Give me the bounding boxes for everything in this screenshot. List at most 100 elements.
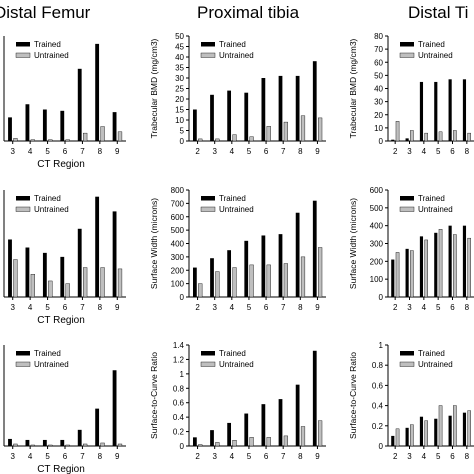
x-axis-title: CT Region	[37, 159, 85, 170]
x-tick-label: 7	[80, 452, 85, 461]
x-tick-label: 7	[80, 303, 85, 312]
y-tick-label: 30	[175, 74, 184, 83]
x-tick-label: 4	[28, 452, 33, 461]
legend-label-trained: Trained	[418, 194, 445, 203]
chart-panel-distal-femur-trabecular-bmd: 3 4 5 6 7 8 9 CT Region Trained Untrained	[3, 36, 126, 170]
y-tick-label: 70	[374, 45, 383, 54]
y-tick-label: 50	[175, 32, 184, 41]
bar-untrained-8	[467, 132, 471, 142]
legend-label-trained: Trained	[219, 349, 246, 358]
bar-trained-2	[192, 109, 197, 141]
x-tick-label: 9	[115, 452, 120, 461]
y-tick-label: 100	[171, 280, 185, 289]
y-tick-label: 400	[370, 222, 384, 231]
x-tick-label: 7	[281, 147, 286, 156]
bar-untrained-8	[300, 256, 306, 298]
bar-trained-8	[95, 43, 100, 141]
bar-trained-6	[261, 78, 266, 141]
x-tick-label: 6	[264, 147, 269, 156]
bar-trained-6	[448, 415, 452, 446]
legend-label-untrained: Untrained	[219, 51, 254, 60]
legend-label-untrained: Untrained	[34, 205, 69, 214]
legend-swatch-trained	[16, 42, 30, 47]
chart-panel-distal-femur-surface-width: 3 4 5 6 7 8 9 CT Region Trained Untrained	[3, 190, 126, 326]
bar-untrained-8	[467, 410, 471, 447]
x-tick-label: 4	[28, 147, 33, 156]
bar-untrained-3	[13, 138, 18, 142]
bar-untrained-8	[100, 126, 105, 142]
y-tick-label: 0.8	[173, 384, 185, 393]
legend-swatch-untrained	[200, 361, 216, 367]
x-axis-title: CT Region	[37, 464, 85, 474]
y-tick-label: 500	[370, 204, 384, 213]
legend-swatch-trained	[201, 42, 215, 47]
bar-untrained-5	[249, 136, 254, 142]
bar-trained-4	[227, 250, 232, 297]
x-tick-label: 5	[247, 303, 252, 312]
bar-trained-5	[42, 439, 47, 446]
bar-untrained-6	[65, 444, 70, 447]
bar-untrained-3	[215, 271, 220, 298]
x-tick-label: 9	[115, 147, 120, 156]
x-axis-title: CT Region	[37, 315, 85, 326]
x-tick-label: 4	[230, 147, 235, 156]
bar-trained-7	[278, 234, 283, 297]
y-tick-label: 40	[374, 85, 383, 94]
bar-trained-7	[278, 75, 283, 141]
bar-trained-5	[434, 81, 438, 141]
y-tick-label: 0.4	[372, 402, 384, 411]
bar-trained-9	[112, 112, 117, 141]
bar-trained-8	[95, 196, 100, 297]
chart-panel-distal-tibia-surface-to-curve: 0 0.2 0.4 0.6 0.8 1 Surface-to-Curve Ratio 2 3 4 5…	[348, 341, 474, 461]
bar-trained-2	[391, 259, 395, 297]
bar-trained-5	[434, 232, 438, 297]
x-tick-label: 3	[212, 303, 217, 312]
x-tick-label: 6	[264, 303, 269, 312]
x-tick-label: 8	[465, 147, 470, 156]
bar-untrained-5	[438, 131, 443, 142]
bar-untrained-6	[453, 130, 457, 142]
bar-trained-8	[462, 412, 467, 446]
y-tick-label: 30	[374, 98, 383, 107]
bar-untrained-5	[48, 280, 53, 298]
y-tick-label: 100	[370, 275, 384, 284]
y-tick-label: 0.8	[372, 361, 384, 370]
bar-untrained-2	[198, 444, 203, 447]
bar-untrained-7	[283, 121, 288, 142]
y-tick-label: 0	[379, 442, 384, 451]
legend-label-trained: Trained	[34, 349, 61, 358]
bar-trained-2	[192, 437, 197, 446]
y-axis-title: Surface Width (microns)	[149, 198, 159, 289]
chart-panels: 3 4 5 6 7 8 9CT RegionTrainedUntrained05101520…	[3, 32, 474, 474]
bar-trained-3	[8, 117, 12, 141]
bar-untrained-9	[117, 131, 123, 142]
x-tick-label: 5	[45, 452, 50, 461]
bar-trained-2	[192, 267, 197, 297]
legend-label-untrained: Untrained	[219, 205, 254, 214]
bar-untrained-4	[424, 420, 428, 447]
x-tick-label: 8	[465, 452, 470, 461]
y-tick-label: 1	[180, 370, 185, 379]
bar-untrained-4	[424, 239, 428, 298]
x-tick-label: 8	[98, 452, 103, 461]
x-tick-label: 3	[10, 303, 15, 312]
x-tick-label: 3	[407, 147, 412, 156]
x-tick-label: 9	[315, 303, 320, 312]
x-tick-label: 2	[393, 303, 398, 312]
x-tick-label: 7	[80, 147, 85, 156]
x-tick-label: 5	[45, 303, 50, 312]
y-tick-label: 80	[374, 32, 383, 41]
bar-untrained-5	[48, 139, 53, 142]
bar-trained-3	[405, 138, 409, 141]
chart-panel-distal-tibia-surface-width: 0 100 200 300 400 500 600 Surface Width (micron…	[348, 186, 474, 312]
x-tick-label: 4	[28, 303, 33, 312]
bar-untrained-8	[300, 426, 306, 447]
bar-trained-6	[448, 225, 452, 297]
bar-untrained-4	[30, 274, 35, 298]
bar-untrained-3	[215, 442, 220, 447]
bar-untrained-9	[318, 247, 323, 298]
x-tick-label: 3	[10, 452, 15, 461]
legend-label-trained: Trained	[34, 194, 61, 203]
bar-trained-8	[295, 212, 300, 297]
